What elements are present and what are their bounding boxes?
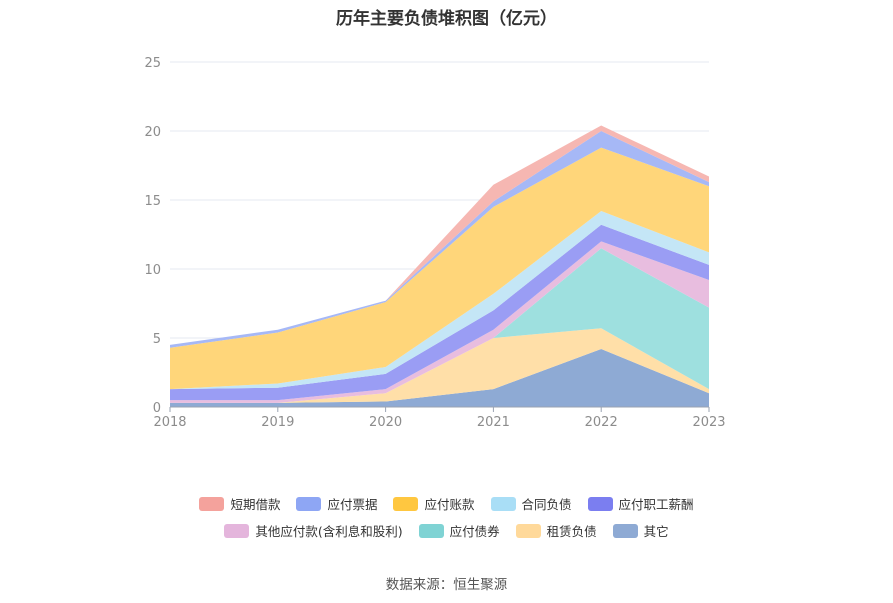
y-tick-label: 10 [144, 263, 161, 278]
legend-label: 应付债券 [449, 524, 500, 539]
y-tick-label: 20 [144, 125, 161, 140]
area-series [170, 147, 709, 390]
legend-label: 应付账款 [424, 497, 475, 512]
legend-item[interactable]: 其它 [612, 521, 669, 540]
legend-item[interactable]: 应付票据 [296, 494, 377, 513]
area-series [170, 328, 709, 403]
legend-swatch [490, 496, 516, 511]
legend-swatch [418, 523, 444, 538]
legend-item[interactable]: 应付债券 [418, 521, 500, 540]
legend-item[interactable]: 应付账款 [393, 494, 475, 513]
legend-label: 短期借款 [230, 497, 281, 512]
legend-row: 其他应付款(含利息和股利) 应付债券 租赁负债 其它 [0, 521, 893, 540]
y-tick-label: 15 [144, 194, 161, 209]
legend-label: 应付职工薪酬 [618, 497, 694, 512]
legend-label: 其他应付款(含利息和股利) [255, 524, 403, 539]
legend-label: 租赁负债 [546, 524, 597, 539]
legend-item[interactable]: 合同负债 [490, 494, 572, 513]
x-tick-label: 2020 [369, 415, 402, 430]
legend-swatch [199, 496, 225, 511]
legend-item[interactable]: 其他应付款(含利息和股利) [224, 521, 403, 540]
y-tick-label: 5 [153, 332, 161, 347]
data-source: 数据来源：恒生聚源 [385, 577, 508, 593]
x-tick-label: 2019 [261, 415, 294, 430]
legend: 短期借款 应付票据 应付账款 合同负债 应付职工薪酬其他应付款(含利息和股利) 应付债券 租… [0, 494, 893, 548]
legend-item[interactable]: 租赁负债 [515, 521, 597, 540]
y-tick-label: 25 [144, 56, 161, 71]
legend-swatch [393, 496, 419, 511]
legend-item[interactable]: 应付职工薪酬 [587, 494, 694, 513]
legend-swatch [515, 523, 541, 538]
legend-label: 应付票据 [327, 497, 378, 512]
legend-swatch [296, 496, 322, 511]
legend-row: 短期借款 应付票据 应付账款 合同负债 应付职工薪酬 [0, 494, 893, 513]
x-tick-label: 2018 [153, 415, 186, 430]
area-series [170, 248, 709, 403]
legend-swatch [587, 496, 613, 511]
x-tick-label: 2023 [692, 415, 725, 430]
legend-swatch [612, 523, 638, 538]
legend-label: 其它 [643, 524, 669, 539]
area-series [170, 349, 709, 407]
legend-swatch [224, 523, 250, 538]
x-tick-label: 2021 [477, 415, 510, 430]
x-tick-label: 2022 [585, 415, 618, 430]
legend-item[interactable]: 短期借款 [199, 494, 280, 513]
chart-title: 历年主要负债堆积图（亿元） [336, 9, 557, 29]
legend-label: 合同负债 [521, 497, 572, 512]
stacked-area-chart: 0 5 10 15 20 25 2018 2019 2020 2021 2022 2023 [144, 56, 725, 430]
y-tick-label: 0 [153, 401, 161, 416]
